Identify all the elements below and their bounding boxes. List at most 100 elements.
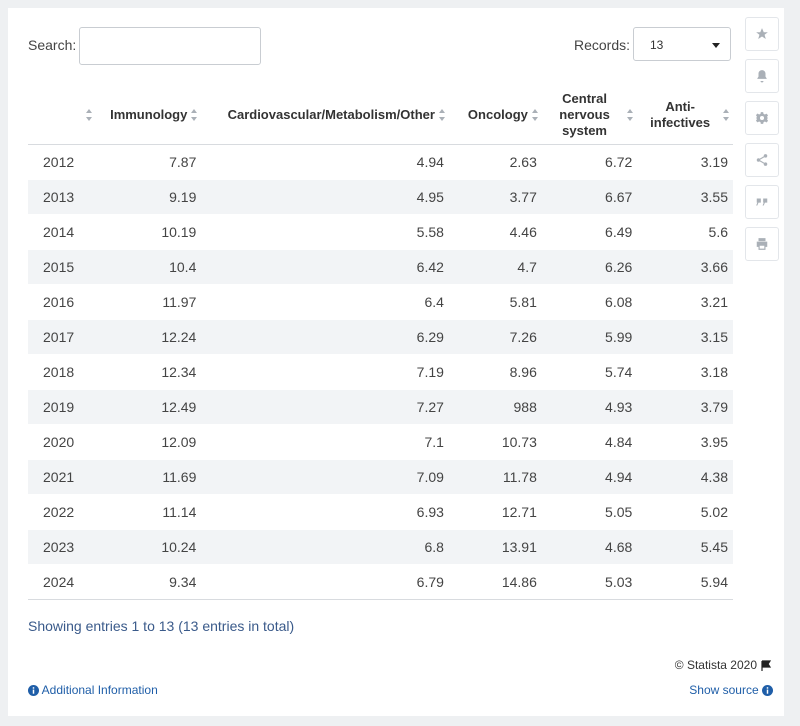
quote-icon [756, 198, 768, 206]
value-cell: 5.6 [637, 214, 733, 250]
value-cell: 5.58 [201, 214, 449, 250]
search-input[interactable] [79, 27, 261, 65]
table-row: 2017 12.24 6.29 7.26 5.99 3.15 [28, 319, 733, 355]
info-icon [762, 685, 773, 696]
value-cell: 3.18 [637, 354, 733, 390]
value-cell: 7.87 [96, 144, 202, 180]
value-cell: 5.02 [637, 494, 733, 530]
show-source-link[interactable]: Show source [689, 683, 773, 697]
column-header-cardiovascular[interactable]: Cardiovascular/Metabolism/Other [201, 86, 449, 145]
info-icon [28, 685, 39, 696]
table-row: 2013 9.19 4.95 3.77 6.67 3.55 [28, 179, 733, 215]
value-cell: 3.19 [637, 144, 733, 180]
table-row: 2021 11.69 7.09 11.78 4.94 4.38 [28, 459, 733, 495]
notification-button[interactable] [745, 59, 779, 93]
year-cell: 2021 [28, 459, 97, 495]
table-row: 2012 7.87 4.94 2.63 6.72 3.19 [28, 144, 733, 180]
value-cell: 13.91 [448, 529, 542, 565]
value-cell: 6.29 [201, 319, 449, 355]
value-cell: 14.86 [448, 564, 542, 600]
value-cell: 7.19 [201, 354, 449, 390]
column-header-immunology[interactable]: Immunology [96, 86, 202, 145]
sort-icon [438, 109, 445, 121]
value-cell: 6.79 [201, 564, 449, 600]
value-cell: 7.26 [448, 319, 542, 355]
value-cell: 6.67 [541, 179, 638, 215]
value-cell: 10.24 [96, 529, 202, 565]
table-row: 2014 10.19 5.58 4.46 6.49 5.6 [28, 214, 733, 250]
favorite-button[interactable] [745, 17, 779, 51]
column-header-year[interactable] [28, 86, 97, 145]
value-cell: 8.96 [448, 354, 542, 390]
sort-icon [723, 109, 729, 121]
bell-icon [757, 70, 767, 83]
column-header-oncology[interactable]: Oncology [448, 86, 542, 145]
value-cell: 11.69 [96, 459, 202, 495]
value-cell: 5.45 [637, 529, 733, 565]
sort-icon [86, 109, 93, 121]
statistic-card: Search: Records: 13 Immunology [8, 8, 784, 716]
table-row: 2019 12.49 7.27 988 4.93 3.79 [28, 389, 733, 425]
value-cell: 12.71 [448, 494, 542, 530]
value-cell: 4.38 [637, 459, 733, 495]
value-cell: 4.46 [448, 214, 542, 250]
value-cell: 4.95 [201, 179, 449, 215]
settings-button[interactable] [745, 101, 779, 135]
value-cell: 10.4 [96, 249, 202, 285]
search-label: Search: [28, 37, 77, 53]
value-cell: 11.97 [96, 284, 202, 320]
sort-icon [627, 109, 634, 121]
value-cell: 7.27 [201, 389, 449, 425]
value-cell: 4.94 [201, 144, 449, 180]
value-cell: 4.93 [541, 389, 638, 425]
table-header-row: Immunology Cardiovascular/Metabolism/Oth… [28, 86, 733, 145]
table-row: 2018 12.34 7.19 8.96 5.74 3.18 [28, 354, 733, 390]
cite-button[interactable] [745, 185, 779, 219]
column-header-central-nervous-system[interactable]: Central nervous system [541, 86, 638, 145]
value-cell: 12.49 [96, 389, 202, 425]
value-cell: 4.68 [541, 529, 638, 565]
value-cell: 12.34 [96, 354, 202, 390]
year-cell: 2014 [28, 214, 97, 250]
value-cell: 11.14 [96, 494, 202, 530]
statista-credit[interactable]: © Statista 2020 [675, 658, 773, 672]
value-cell: 5.74 [541, 354, 638, 390]
year-cell: 2020 [28, 424, 97, 460]
value-cell: 5.05 [541, 494, 638, 530]
value-cell: 7.1 [201, 424, 449, 460]
additional-information-link[interactable]: Additional Information [28, 683, 158, 697]
table-row: 2020 12.09 7.1 10.73 4.84 3.95 [28, 424, 733, 460]
value-cell: 9.34 [96, 564, 202, 600]
year-cell: 2018 [28, 354, 97, 390]
value-cell: 6.08 [541, 284, 638, 320]
year-cell: 2015 [28, 249, 97, 285]
value-cell: 6.93 [201, 494, 449, 530]
value-cell: 988 [448, 389, 542, 425]
share-button[interactable] [745, 143, 779, 177]
table-row: 2016 11.97 6.4 5.81 6.08 3.21 [28, 284, 733, 320]
print-button[interactable] [745, 227, 779, 261]
value-cell: 3.95 [637, 424, 733, 460]
value-cell: 9.19 [96, 179, 202, 215]
value-cell: 3.21 [637, 284, 733, 320]
value-cell: 2.63 [448, 144, 542, 180]
value-cell: 6.8 [201, 529, 449, 565]
star-icon [756, 28, 768, 39]
year-cell: 2023 [28, 529, 97, 565]
value-cell: 4.84 [541, 424, 638, 460]
year-cell: 2022 [28, 494, 97, 530]
table-row: 2022 11.14 6.93 12.71 5.05 5.02 [28, 494, 733, 530]
column-header-anti-infectives[interactable]: Anti-infectives [637, 86, 733, 145]
value-cell: 7.09 [201, 459, 449, 495]
share-icon [756, 154, 768, 166]
value-cell: 12.09 [96, 424, 202, 460]
value-cell: 10.73 [448, 424, 542, 460]
entries-summary: Showing entries 1 to 13 (13 entries in t… [28, 618, 295, 634]
value-cell: 3.66 [637, 249, 733, 285]
year-cell: 2012 [28, 144, 97, 180]
value-cell: 6.49 [541, 214, 638, 250]
value-cell: 5.99 [541, 319, 638, 355]
sort-icon [531, 109, 538, 121]
records-select[interactable]: 13 [633, 27, 731, 61]
caret-down-icon [712, 43, 720, 48]
